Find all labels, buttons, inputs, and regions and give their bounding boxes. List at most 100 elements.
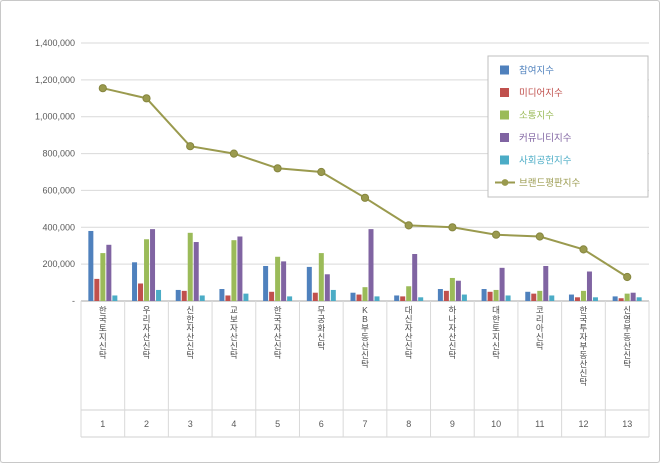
bar-series-1 <box>612 296 618 301</box>
bar-series-4 <box>150 229 156 301</box>
rank-label: 10 <box>491 419 501 429</box>
legend-label: 커뮤니티지수 <box>519 133 572 144</box>
trend-marker <box>492 230 501 239</box>
bar-series-3 <box>406 286 412 301</box>
bar-series-2 <box>138 283 144 301</box>
bar-series-1 <box>437 289 443 301</box>
bar-series-3 <box>231 240 237 301</box>
rank-label: 11 <box>535 419 544 429</box>
bar-series-1 <box>263 265 269 301</box>
bar-series-5 <box>592 297 598 301</box>
y-axis-label: 800,000 <box>42 149 75 159</box>
legend-label: 소통지수 <box>519 111 554 122</box>
bar-series-5 <box>287 296 293 301</box>
legend-label: 미디어지수 <box>519 88 563 99</box>
legend-swatch <box>500 133 509 142</box>
trend-marker <box>623 272 632 282</box>
bar-series-3 <box>100 253 106 301</box>
bar-series-2 <box>312 292 318 301</box>
bar-series-5 <box>461 294 467 301</box>
bar-series-2 <box>400 296 406 301</box>
bar-series-1 <box>525 291 531 301</box>
y-axis-label: 1,400,000 <box>35 38 75 48</box>
rank-label: 6 <box>319 419 324 429</box>
bar-series-3 <box>187 232 193 301</box>
bar-series-4 <box>368 229 374 301</box>
bar-series-1 <box>350 292 356 301</box>
bar-series-1 <box>219 289 225 301</box>
rank-label: 9 <box>450 419 455 429</box>
bar-series-4 <box>193 242 199 301</box>
y-axis-label: - <box>72 296 75 306</box>
rank-label: 1 <box>100 419 105 429</box>
bar-series-5 <box>505 295 511 301</box>
bar-series-4 <box>586 271 592 301</box>
bar-series-3 <box>144 239 150 301</box>
trend-marker <box>98 84 107 93</box>
legend-swatch <box>500 110 509 120</box>
bar-series-4 <box>630 292 636 301</box>
bar-series-5 <box>199 295 205 301</box>
bar-series-5 <box>112 295 118 301</box>
y-axis-label: 1,200,000 <box>35 75 75 85</box>
rank-label: 3 <box>188 419 193 429</box>
y-axis-label: 200,000 <box>42 259 75 269</box>
bar-series-3 <box>318 253 324 301</box>
bar-series-5 <box>156 289 162 301</box>
bar-series-3 <box>580 290 586 301</box>
bar-series-3 <box>449 277 455 301</box>
bar-series-4 <box>106 244 112 301</box>
bar-series-4 <box>543 265 549 301</box>
bar-series-5 <box>330 289 336 301</box>
trend-marker <box>360 193 370 202</box>
bar-series-4 <box>499 267 505 301</box>
rank-label: 13 <box>622 419 632 429</box>
legend-label: 사회공헌지수 <box>519 156 572 167</box>
bar-series-5 <box>374 296 380 301</box>
bar-series-4 <box>412 254 418 301</box>
legend-swatch <box>500 88 509 97</box>
rank-label: 4 <box>231 419 236 429</box>
y-axis-label: 600,000 <box>42 185 75 195</box>
legend-label: 브랜드평판지수 <box>519 178 580 189</box>
bar-series-4 <box>324 274 330 301</box>
bar-series-2 <box>443 290 449 301</box>
trend-marker <box>229 149 238 158</box>
bar-series-2 <box>225 295 231 301</box>
bar-series-4 <box>237 236 243 301</box>
trend-marker <box>579 245 588 254</box>
y-axis-label: 400,000 <box>42 222 75 232</box>
bar-series-1 <box>568 294 574 301</box>
bar-series-3 <box>537 290 543 301</box>
legend-box <box>487 55 649 198</box>
bar-series-2 <box>94 278 100 301</box>
rank-label: 5 <box>275 419 280 429</box>
bar-series-5 <box>636 297 642 301</box>
bar-series-2 <box>356 294 362 301</box>
y-axis-label: 1,000,000 <box>35 112 75 122</box>
bar-series-3 <box>624 293 630 301</box>
bar-series-3 <box>493 289 499 301</box>
bar-series-1 <box>132 262 138 301</box>
rank-label: 12 <box>578 419 588 429</box>
bar-series-2 <box>487 291 493 301</box>
trend-marker <box>448 223 457 232</box>
legend-marker <box>501 179 509 186</box>
bar-series-4 <box>455 280 461 301</box>
bar-series-2 <box>531 293 537 301</box>
trend-marker <box>186 142 195 151</box>
bar-series-5 <box>243 293 249 301</box>
trend-marker <box>535 232 544 241</box>
bar-series-5 <box>418 297 424 301</box>
